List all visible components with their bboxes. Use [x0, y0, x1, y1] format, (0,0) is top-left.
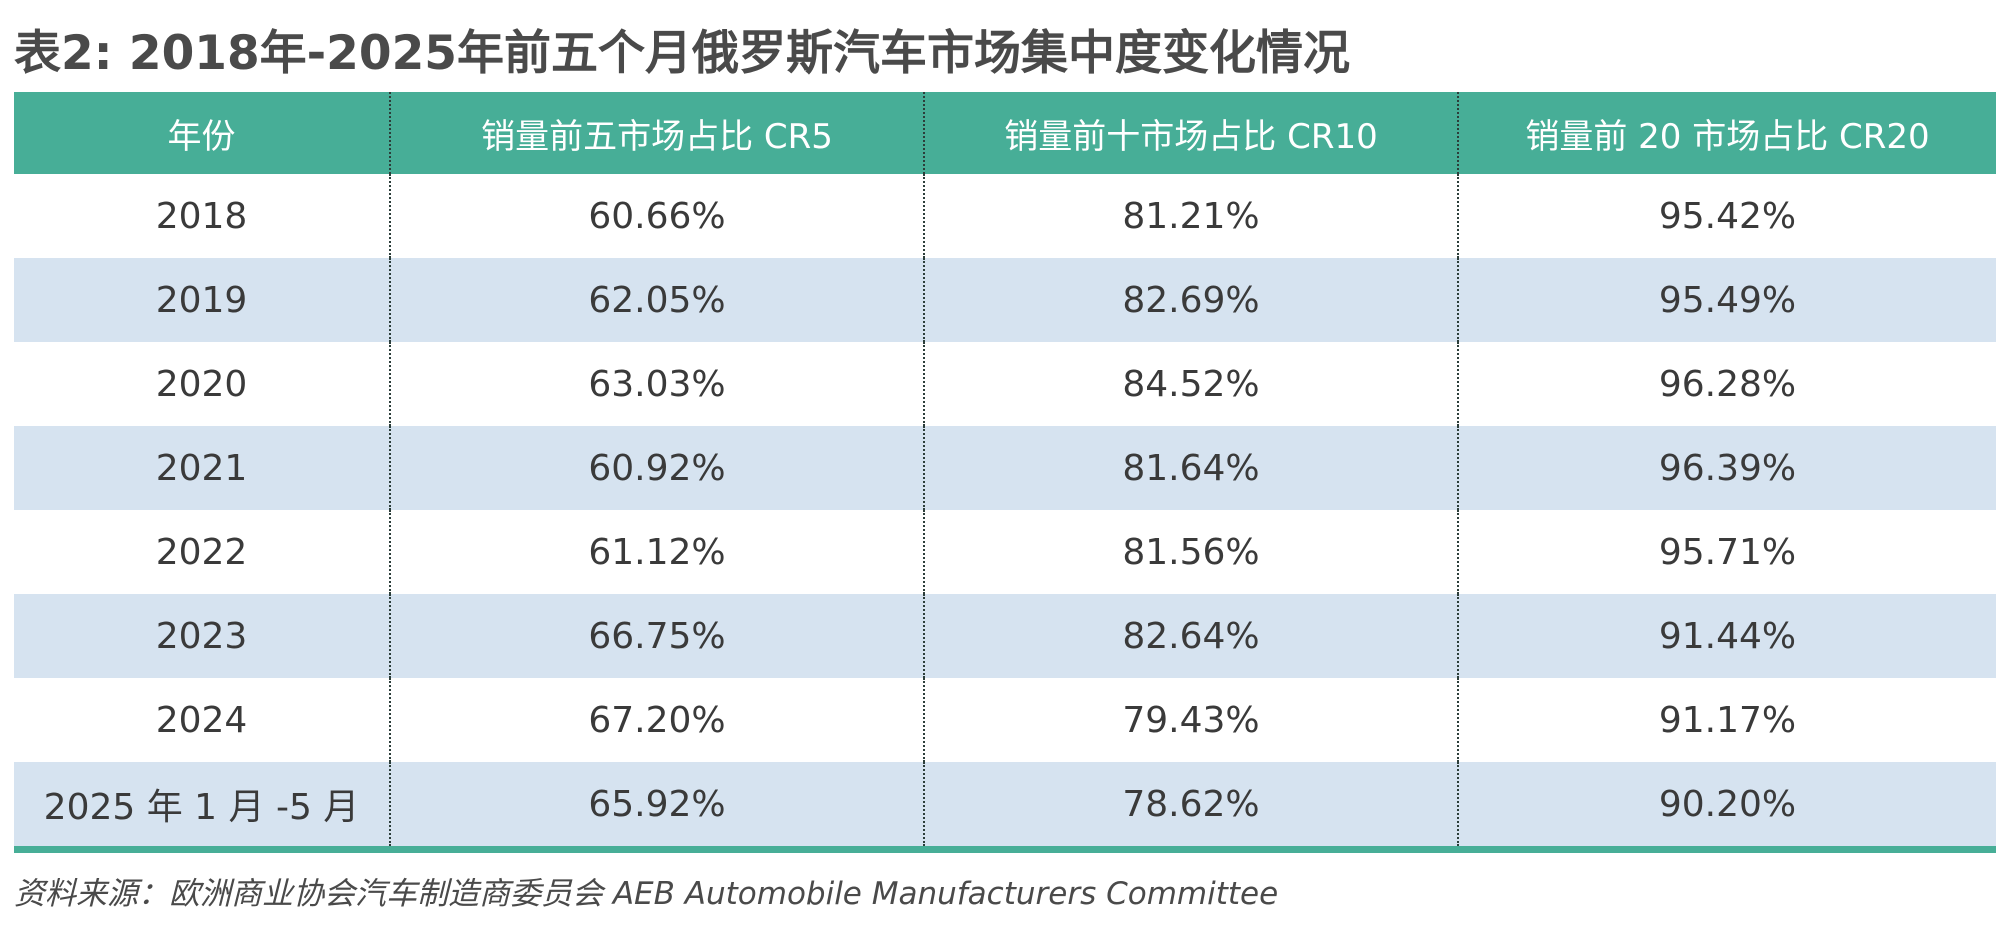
cell-cr20: 95.49%: [1457, 258, 1996, 342]
source-note: 资料来源：欧洲商业协会汽车制造商委员会 AEB Automobile Manuf…: [14, 876, 1279, 912]
cell-year: 2023: [14, 594, 390, 678]
header-row: 年份 销量前五市场占比 CR5 销量前十市场占比 CR10 销量前 20 市场占…: [14, 92, 1996, 174]
table-row: 2020 63.03% 84.52% 96.28%: [14, 342, 1996, 426]
table-header: 年份 销量前五市场占比 CR5 销量前十市场占比 CR10 销量前 20 市场占…: [14, 92, 1996, 174]
cell-year: 2025 年 1 月 -5 月: [14, 762, 390, 846]
cell-cr5: 66.75%: [389, 594, 924, 678]
table-row: 2018 60.66% 81.21% 95.42%: [14, 174, 1996, 258]
header-cr20: 销量前 20 市场占比 CR20: [1457, 92, 1996, 174]
cell-year: 2021: [14, 426, 390, 510]
cell-cr10: 84.52%: [923, 342, 1458, 426]
cell-year: 2020: [14, 342, 390, 426]
table-row: 2023 66.75% 82.64% 91.44%: [14, 594, 1996, 678]
table-row: 2022 61.12% 81.56% 95.71%: [14, 510, 1996, 594]
cell-year: 2022: [14, 510, 390, 594]
table-row: 2025 年 1 月 -5 月 65.92% 78.62% 90.20%: [14, 762, 1996, 846]
table-title: 表2: 2018年-2025年前五个月俄罗斯汽车市场集中度变化情况: [14, 26, 1350, 81]
table-row: 2019 62.05% 82.69% 95.49%: [14, 258, 1996, 342]
cell-year: 2019: [14, 258, 390, 342]
cell-cr20: 95.71%: [1457, 510, 1996, 594]
concentration-table: 年份 销量前五市场占比 CR5 销量前十市场占比 CR10 销量前 20 市场占…: [14, 92, 1996, 846]
cell-cr5: 65.92%: [389, 762, 924, 846]
cell-cr10: 82.64%: [923, 594, 1458, 678]
cell-cr10: 81.21%: [923, 174, 1458, 258]
table-body: 2018 60.66% 81.21% 95.42% 2019 62.05% 82…: [14, 174, 1996, 846]
cell-cr10: 82.69%: [923, 258, 1458, 342]
cell-cr5: 63.03%: [389, 342, 924, 426]
cell-cr20: 96.28%: [1457, 342, 1996, 426]
data-table-container: 年份 销量前五市场占比 CR5 销量前十市场占比 CR10 销量前 20 市场占…: [14, 92, 1996, 853]
cell-cr20: 90.20%: [1457, 762, 1996, 846]
cell-cr20: 95.42%: [1457, 174, 1996, 258]
cell-cr20: 96.39%: [1457, 426, 1996, 510]
cell-year: 2018: [14, 174, 390, 258]
header-cr5: 销量前五市场占比 CR5: [389, 92, 924, 174]
cell-cr10: 81.64%: [923, 426, 1458, 510]
cell-cr20: 91.17%: [1457, 678, 1996, 762]
header-cr10: 销量前十市场占比 CR10: [923, 92, 1458, 174]
table-row: 2024 67.20% 79.43% 91.17%: [14, 678, 1996, 762]
table-row: 2021 60.92% 81.64% 96.39%: [14, 426, 1996, 510]
cell-cr20: 91.44%: [1457, 594, 1996, 678]
cell-cr10: 78.62%: [923, 762, 1458, 846]
cell-cr5: 60.66%: [389, 174, 924, 258]
table-bottom-rule: [14, 846, 1996, 853]
cell-cr5: 61.12%: [389, 510, 924, 594]
cell-cr5: 62.05%: [389, 258, 924, 342]
cell-cr10: 81.56%: [923, 510, 1458, 594]
cell-cr10: 79.43%: [923, 678, 1458, 762]
header-year: 年份: [14, 92, 390, 174]
cell-cr5: 60.92%: [389, 426, 924, 510]
cell-year: 2024: [14, 678, 390, 762]
cell-cr5: 67.20%: [389, 678, 924, 762]
